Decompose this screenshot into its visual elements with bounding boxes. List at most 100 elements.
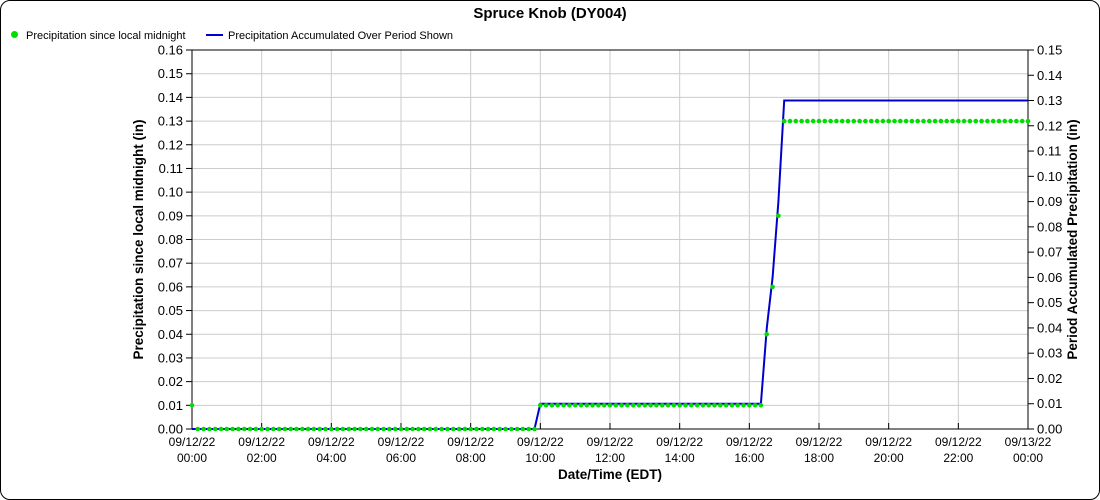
since-midnight-dot — [729, 403, 735, 408]
right-tick-label: 0.04 — [1037, 320, 1062, 335]
right-tick-label: 0.13 — [1037, 93, 1062, 108]
x-tick-label-time: 16:00 — [734, 451, 764, 465]
since-midnight-dot — [520, 426, 526, 432]
x-tick-label-time: 06:00 — [386, 451, 416, 465]
since-midnight-dot — [665, 403, 671, 408]
x-axis-title: Date/Time (EDT) — [558, 467, 662, 482]
since-midnight-dot — [259, 426, 265, 432]
since-midnight-dot — [311, 426, 317, 432]
since-midnight-dot — [410, 426, 415, 432]
right-tick-label: 0.03 — [1037, 346, 1062, 361]
since-midnight-dot — [938, 118, 944, 124]
since-midnight-dot — [346, 426, 352, 432]
left-tick-label: 0.09 — [158, 208, 183, 223]
since-midnight-dot — [961, 118, 967, 124]
since-midnight-dot — [265, 426, 270, 432]
data-layer — [189, 99, 1031, 432]
since-midnight-dot — [218, 426, 224, 432]
since-midnight-dot — [810, 118, 816, 124]
since-midnight-dot — [369, 426, 375, 432]
left-tick-label: 0.14 — [158, 90, 183, 105]
since-midnight-dot — [433, 426, 439, 432]
since-midnight-dot — [474, 426, 479, 432]
since-midnight-dot — [538, 403, 543, 408]
since-midnight-dot — [207, 426, 212, 432]
right-tick-label: 0.02 — [1037, 371, 1062, 386]
since-midnight-dot — [747, 403, 752, 408]
since-midnight-dot — [532, 426, 537, 432]
left-tick-label: 0.10 — [158, 185, 183, 200]
right-tick-label: 0.10 — [1037, 169, 1062, 184]
since-midnight-dot — [619, 403, 624, 408]
since-midnight-dot — [607, 403, 613, 408]
x-tick-label-date: 09/12/22 — [169, 435, 216, 449]
since-midnight-dot — [630, 403, 636, 408]
right-axis-title: Period Accumulated Precipitation (in) — [1065, 119, 1080, 359]
since-midnight-dot — [491, 426, 497, 432]
right-tick-label: 0.11 — [1037, 144, 1061, 159]
since-midnight-dot — [549, 403, 555, 408]
x-tick-label-date: 09/12/22 — [796, 435, 843, 449]
since-midnight-dot — [468, 426, 474, 432]
since-midnight-dot — [404, 426, 410, 432]
since-midnight-dot — [956, 118, 961, 124]
tick-label-layer: 09/12/22 00:00 09/12/22 02:00 09/12/22 04:00 0… — [158, 43, 1063, 466]
since-midnight-dot — [932, 118, 938, 124]
since-midnight-dot — [659, 403, 665, 408]
since-midnight-dot — [839, 118, 845, 124]
since-midnight-dot — [706, 403, 711, 408]
since-midnight-dot — [944, 118, 949, 124]
x-tick-label-time: 14:00 — [665, 451, 695, 465]
since-midnight-dot — [996, 118, 1002, 124]
since-midnight-dot — [770, 284, 775, 290]
since-midnight-dot — [752, 403, 758, 408]
since-midnight-dot — [340, 426, 346, 432]
since-midnight-dot — [903, 118, 909, 124]
since-midnight-dot — [625, 403, 630, 408]
since-midnight-dot — [282, 426, 288, 432]
left-tick-label: 0.02 — [158, 374, 183, 389]
blue-line-marker-icon — [206, 33, 223, 37]
since-midnight-dot — [236, 426, 241, 432]
since-midnight-dot — [787, 118, 793, 124]
since-midnight-dot — [700, 403, 706, 408]
since-midnight-dot — [694, 403, 700, 408]
since-midnight-dot — [677, 403, 682, 408]
since-midnight-dot — [451, 426, 456, 432]
since-midnight-dot — [723, 403, 729, 408]
since-midnight-dot — [1008, 118, 1013, 124]
since-midnight-dot — [601, 403, 607, 408]
x-tick-label-date: 09/12/22 — [517, 435, 564, 449]
since-midnight-dot — [555, 403, 560, 408]
since-midnight-dot — [671, 403, 677, 408]
green-dot-marker-icon — [11, 31, 18, 39]
x-tick-label-time: 12:00 — [595, 451, 625, 465]
right-tick-label: 0.07 — [1037, 245, 1062, 260]
since-midnight-dot — [985, 118, 990, 124]
since-midnight-dot — [915, 118, 920, 124]
since-midnight-dot — [805, 118, 810, 124]
since-midnight-dot — [224, 426, 230, 432]
since-midnight-dot — [572, 403, 578, 408]
legend-item-accumulated: Precipitation Accumulated Over Period Sh… — [206, 27, 453, 43]
since-midnight-dot — [990, 118, 996, 124]
since-midnight-dot — [445, 426, 450, 432]
since-midnight-dot — [636, 403, 642, 408]
since-midnight-dot — [1025, 118, 1031, 124]
since-midnight-dot — [189, 403, 195, 408]
x-tick-label-time: 10:00 — [525, 451, 555, 465]
since-midnight-dot — [590, 403, 595, 408]
since-midnight-dot — [294, 426, 299, 432]
x-tick-label-date: 09/12/22 — [308, 435, 355, 449]
x-tick-label-time: 18:00 — [804, 451, 834, 465]
since-midnight-dot — [799, 118, 804, 124]
x-tick-label-date: 09/12/22 — [238, 435, 285, 449]
since-midnight-dot — [230, 426, 235, 432]
right-tick-label: 0.09 — [1037, 194, 1062, 209]
legend: Precipitation since local midnight Preci… — [1, 27, 1099, 43]
right-tick-label: 0.15 — [1037, 43, 1062, 58]
since-midnight-dot — [421, 426, 427, 432]
since-midnight-dot — [892, 118, 897, 124]
since-midnight-dot — [323, 426, 328, 432]
